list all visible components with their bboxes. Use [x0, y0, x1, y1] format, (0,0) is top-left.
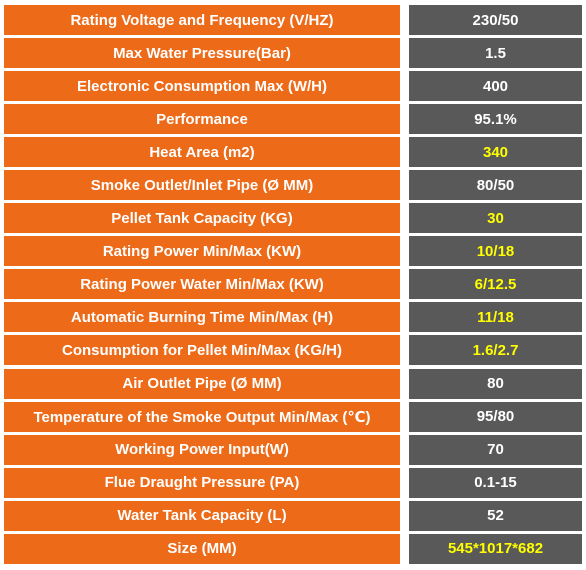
spec-value: 6/12.5: [409, 269, 582, 300]
spec-label: Automatic Burning Time Min/Max (H): [4, 302, 400, 333]
spec-label: Rating Voltage and Frequency (V/HZ): [4, 5, 400, 35]
spec-label: Consumption for Pellet Min/Max (KG/H): [4, 335, 400, 366]
spec-label: Working Power Input(W): [4, 434, 400, 465]
spec-row: Automatic Burning Time Min/Max (H) 11/18: [4, 302, 582, 333]
spec-row: Working Power Input(W) 70: [4, 434, 582, 465]
spec-value: 400: [409, 71, 582, 102]
spec-value: 80/50: [409, 170, 582, 201]
spec-value: 10/18: [409, 236, 582, 267]
spec-value: 0.1-15: [409, 467, 582, 498]
divider: [400, 236, 409, 267]
spec-label: Temperature of the Smoke Output Min/Max …: [4, 401, 400, 432]
spec-value: 52: [409, 500, 582, 531]
spec-value: 545*1017*682: [409, 533, 582, 564]
divider: [400, 533, 409, 564]
divider: [400, 5, 409, 35]
divider: [400, 467, 409, 498]
divider: [400, 434, 409, 465]
spec-row: Temperature of the Smoke Output Min/Max …: [4, 401, 582, 432]
spec-value: 340: [409, 137, 582, 168]
spec-label: Heat Area (m2): [4, 137, 400, 168]
spec-label: Max Water Pressure(Bar): [4, 38, 400, 69]
spec-value: 95/80: [409, 401, 582, 432]
spec-row: Water Tank Capacity (L) 52: [4, 500, 582, 531]
spec-row: Electronic Consumption Max (W/H) 400: [4, 71, 582, 102]
spec-value: 30: [409, 203, 582, 234]
spec-label: Performance: [4, 104, 400, 135]
spec-value: 11/18: [409, 302, 582, 333]
spec-value: 70: [409, 434, 582, 465]
spec-label: Electronic Consumption Max (W/H): [4, 71, 400, 102]
divider: [400, 500, 409, 531]
spec-row: Pellet Tank Capacity (KG) 30: [4, 203, 582, 234]
spec-row: Rating Voltage and Frequency (V/HZ) 230/…: [4, 5, 582, 35]
spec-label: Rating Power Min/Max (KW): [4, 236, 400, 267]
spec-row: Performance 95.1%: [4, 104, 582, 135]
spec-row: Size (MM) 545*1017*682: [4, 533, 582, 564]
spec-row: Smoke Outlet/Inlet Pipe (Ø MM) 80/50: [4, 170, 582, 201]
spec-label: Smoke Outlet/Inlet Pipe (Ø MM): [4, 170, 400, 201]
spec-row: Consumption for Pellet Min/Max (KG/H) 1.…: [4, 335, 582, 366]
spec-row: Rating Power Min/Max (KW) 10/18: [4, 236, 582, 267]
spec-label: Water Tank Capacity (L): [4, 500, 400, 531]
divider: [400, 401, 409, 432]
spec-value: 1.5: [409, 38, 582, 69]
spec-row: Air Outlet Pipe (Ø MM) 80: [4, 368, 582, 399]
spec-row: Max Water Pressure(Bar) 1.5: [4, 38, 582, 69]
spec-table: Rating Voltage and Frequency (V/HZ) 230/…: [4, 5, 582, 567]
spec-label: Size (MM): [4, 533, 400, 564]
spec-value: 95.1%: [409, 104, 582, 135]
divider: [400, 71, 409, 102]
spec-value: 1.6/2.7: [409, 335, 582, 366]
divider: [400, 137, 409, 168]
spec-row: Heat Area (m2) 340: [4, 137, 582, 168]
spec-value: 80: [409, 368, 582, 399]
spec-label: Rating Power Water Min/Max (KW): [4, 269, 400, 300]
spec-row: Rating Power Water Min/Max (KW) 6/12.5: [4, 269, 582, 300]
divider: [400, 335, 409, 366]
divider: [400, 269, 409, 300]
spec-row: Flue Draught Pressure (PA) 0.1-15: [4, 467, 582, 498]
divider: [400, 38, 409, 69]
divider: [400, 302, 409, 333]
spec-label: Pellet Tank Capacity (KG): [4, 203, 400, 234]
divider: [400, 203, 409, 234]
spec-label: Air Outlet Pipe (Ø MM): [4, 368, 400, 399]
divider: [400, 170, 409, 201]
spec-label: Flue Draught Pressure (PA): [4, 467, 400, 498]
spec-value: 230/50: [409, 5, 582, 35]
divider: [400, 104, 409, 135]
divider: [400, 368, 409, 399]
